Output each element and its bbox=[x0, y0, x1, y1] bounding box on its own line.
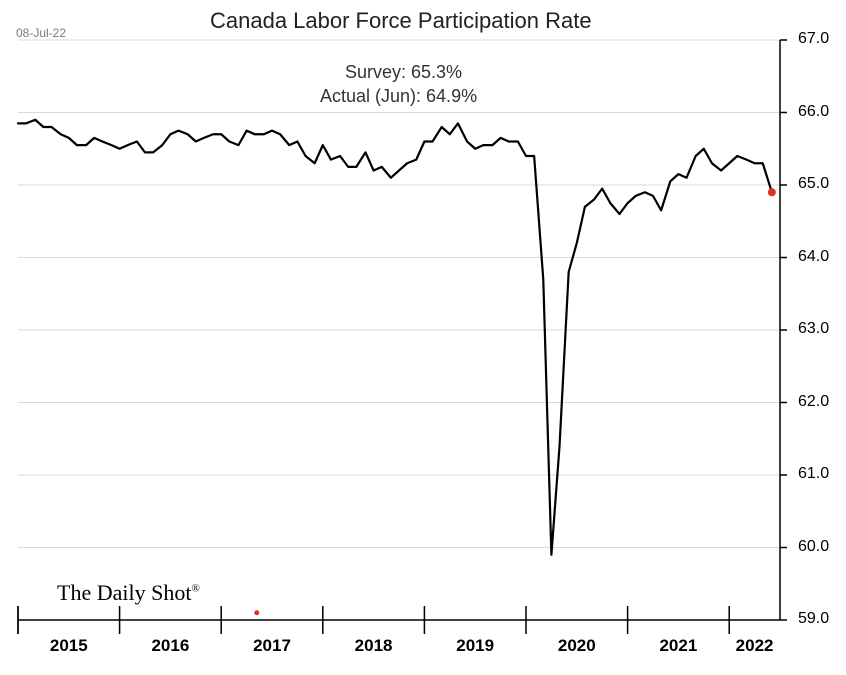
x-tick-label: 2020 bbox=[558, 636, 596, 656]
y-tick-label: 60.0 bbox=[798, 538, 829, 556]
chart-container: 08-Jul-22 Canada Labor Force Participati… bbox=[0, 0, 846, 675]
y-tick-label: 64.0 bbox=[798, 248, 829, 266]
chart-svg bbox=[0, 0, 846, 675]
x-tick-label: 2017 bbox=[253, 636, 291, 656]
y-tick-label: 67.0 bbox=[798, 30, 829, 48]
x-tick-label: 2018 bbox=[355, 636, 393, 656]
x-tick-label: 2016 bbox=[151, 636, 189, 656]
y-tick-label: 59.0 bbox=[798, 610, 829, 628]
x-tick-label: 2021 bbox=[659, 636, 697, 656]
x-tick-label: 2022 bbox=[736, 636, 774, 656]
y-tick-label: 65.0 bbox=[798, 175, 829, 193]
y-tick-label: 61.0 bbox=[798, 465, 829, 483]
y-tick-label: 62.0 bbox=[798, 393, 829, 411]
x-tick-label: 2019 bbox=[456, 636, 494, 656]
x-tick-label: 2015 bbox=[50, 636, 88, 656]
y-tick-label: 66.0 bbox=[798, 103, 829, 121]
y-tick-label: 63.0 bbox=[798, 320, 829, 338]
